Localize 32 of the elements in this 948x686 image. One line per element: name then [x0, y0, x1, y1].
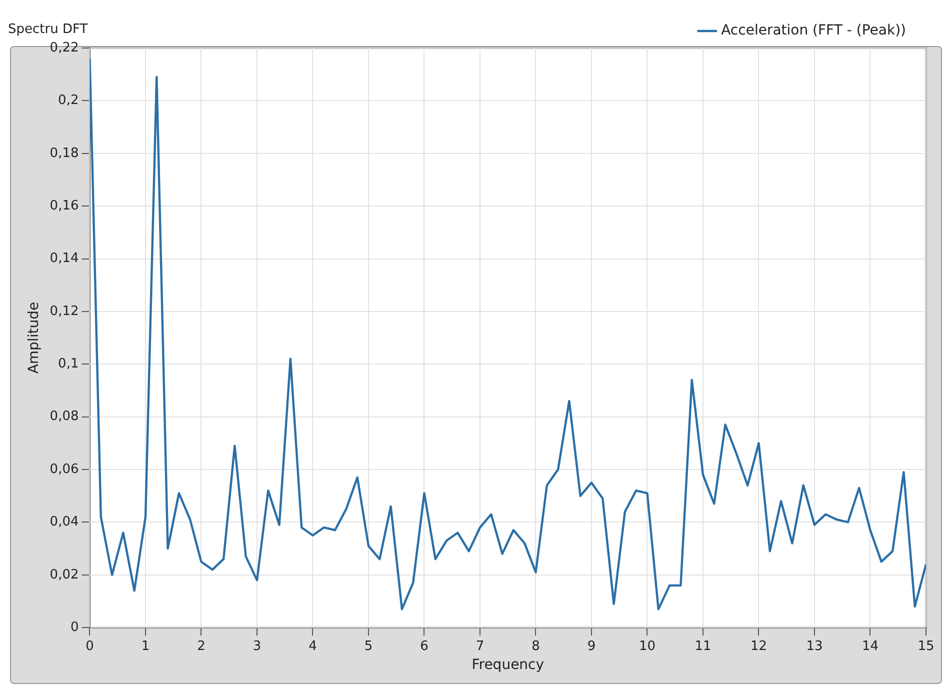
x-tick-label: 8: [532, 638, 540, 654]
y-tick-label: 0,2: [58, 93, 79, 108]
x-tick-label: 6: [420, 638, 428, 654]
x-tick-label: 0: [86, 638, 94, 654]
x-tick-label: 13: [806, 638, 823, 654]
x-tick-label: 2: [197, 638, 206, 654]
y-tick-label: 0,12: [50, 304, 79, 319]
x-tick-label: 3: [252, 638, 262, 654]
x-tick-label: 4: [308, 638, 317, 654]
x-tick-label: 15: [918, 638, 934, 654]
y-axis-title: Amplitude: [26, 302, 42, 374]
x-tick-label: 14: [862, 638, 879, 654]
x-tick-label: 5: [364, 638, 373, 654]
y-tick-label: 0,22: [50, 40, 79, 56]
y-tick-label: 0,16: [50, 198, 79, 214]
x-tick-label: 9: [587, 638, 596, 654]
y-tick-label: 0,02: [50, 567, 79, 582]
y-tick-label: 0,06: [50, 462, 79, 477]
legend-label: Acceleration (FFT - (Peak)): [721, 22, 906, 39]
y-tick-label: 0: [70, 620, 79, 635]
x-tick-label: 12: [750, 638, 768, 654]
x-axis-title: Frequency: [472, 657, 544, 674]
y-tick-label: 0,14: [50, 251, 79, 266]
y-tick-label: 0,18: [50, 146, 79, 161]
x-tick-label: 11: [694, 638, 712, 654]
y-tick-label: 0,08: [50, 409, 79, 424]
x-tick-label: 1: [141, 638, 150, 654]
chart-title: Spectru DFT: [8, 22, 88, 37]
y-tick-label: 0,04: [50, 514, 79, 530]
x-tick-label: 10: [638, 638, 656, 654]
y-tick-label: 0,1: [58, 356, 79, 372]
x-tick-label: 7: [476, 638, 484, 654]
